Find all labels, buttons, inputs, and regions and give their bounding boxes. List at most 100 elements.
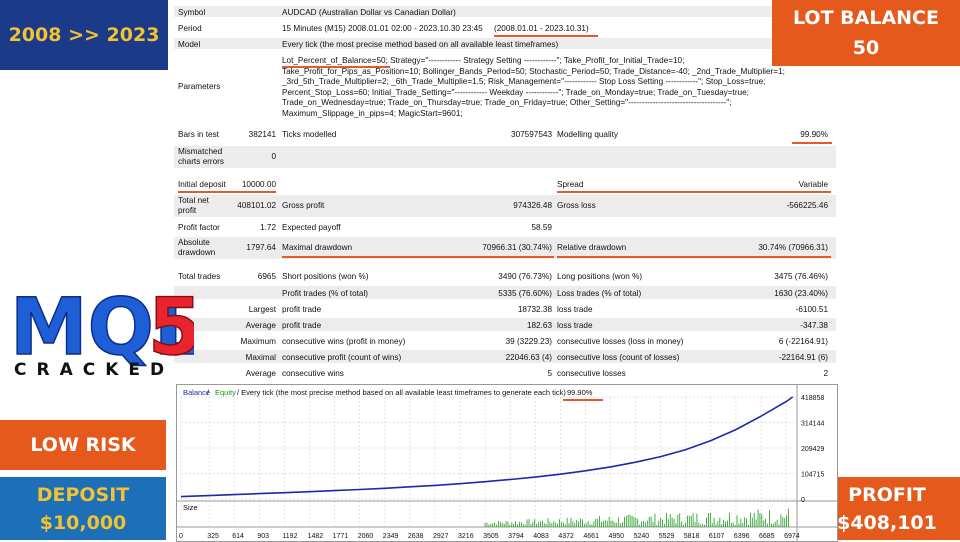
- size-bar: [707, 513, 709, 527]
- size-bar: [494, 522, 496, 527]
- max-consec-profit-label: consecutive profit (count of wins): [282, 353, 402, 362]
- x-tick-label: 6685: [759, 533, 775, 540]
- maximum-label: Maximum: [240, 337, 276, 346]
- size-bar: [623, 517, 625, 527]
- size-bar: [753, 512, 755, 527]
- size-bar: [625, 515, 627, 527]
- size-bar: [694, 521, 696, 527]
- size-bar: [677, 514, 679, 527]
- mismatched-value: 0: [271, 152, 276, 161]
- size-bar: [519, 521, 520, 527]
- size-bar: [538, 522, 539, 527]
- size-bar: [721, 524, 723, 527]
- cracked-label: CRACKED: [14, 360, 175, 380]
- period-label: Period: [178, 24, 202, 33]
- size-bar: [543, 523, 545, 527]
- size-bar: [499, 522, 501, 527]
- size-bar: [637, 518, 639, 527]
- spread-value: Variable: [798, 180, 828, 189]
- average-label-2: Average: [245, 369, 276, 378]
- size-bar: [583, 523, 585, 527]
- model-label: Model: [178, 40, 201, 49]
- gross-profit-value: 974326.48: [513, 201, 552, 210]
- size-bar: [698, 522, 700, 527]
- total-net-profit-label: Total net profit: [178, 196, 209, 215]
- size-bar: [593, 521, 595, 527]
- low-risk-text: LOW RISK: [30, 434, 136, 456]
- profit-amount: $408,101: [837, 511, 937, 534]
- param-line: Trade_on_Wednesday=true; Trade_on_Thursd…: [282, 98, 732, 107]
- y-tick-label: 314144: [801, 420, 824, 427]
- size-bar: [618, 517, 620, 527]
- x-tick-label: 903: [257, 533, 269, 540]
- size-bar: [509, 524, 511, 527]
- size-bar: [604, 520, 606, 527]
- size-bar: [492, 523, 494, 527]
- size-bar: [507, 521, 509, 527]
- parameters-block: Lot_Percent_of_Balance=50; Strategy="---…: [282, 56, 832, 119]
- max-consec-profit-value: 22046.63 (4): [505, 353, 552, 362]
- maximal-label: Maximal: [245, 353, 276, 362]
- x-tick-label: 3505: [483, 533, 499, 540]
- size-bar: [763, 520, 765, 527]
- size-bar: [520, 522, 522, 527]
- size-bar: [614, 522, 616, 527]
- size-bar: [561, 522, 562, 527]
- max-consec-loss-value: -22164.91 (6): [778, 353, 828, 362]
- size-bar: [488, 524, 490, 527]
- size-bar: [746, 518, 747, 527]
- balance-chart-svg: Balance / Equity / Every tick (the most …: [177, 385, 837, 541]
- size-bar: [769, 509, 770, 527]
- parameters-label: Parameters: [178, 82, 221, 91]
- size-bar: [612, 520, 614, 527]
- size-bar: [717, 520, 719, 527]
- size-bar: [570, 517, 572, 527]
- average-loss-label: loss trade: [557, 321, 593, 330]
- max-consec-wins-value: 39 (3229.23): [505, 337, 552, 346]
- lot-balance-badge: LOT BALANCE 50: [772, 0, 960, 66]
- size-bar: [639, 524, 641, 527]
- size-bar: [736, 515, 738, 527]
- x-tick-label: 2638: [408, 533, 424, 540]
- size-bar: [578, 521, 579, 527]
- quality-label: Modelling quality: [557, 130, 618, 139]
- size-bar: [686, 515, 688, 527]
- size-bar: [484, 523, 486, 527]
- size-bar: [503, 523, 505, 527]
- size-label: Size: [183, 503, 198, 512]
- total-trades-label: Total trades: [178, 272, 221, 281]
- size-bar: [555, 522, 557, 527]
- x-tick-label: 0: [179, 533, 183, 540]
- size-bar: [530, 524, 532, 527]
- size-bar: [778, 524, 780, 527]
- profit-badge: PROFIT $408,101: [814, 477, 960, 540]
- gross-loss-value: -566225.46: [786, 201, 828, 210]
- deposit-label: Initial deposit: [178, 180, 226, 189]
- size-bar: [759, 513, 761, 527]
- size-bar: [610, 520, 612, 527]
- size-bar: [517, 524, 518, 527]
- largest-loss-label: loss trade: [557, 305, 593, 314]
- size-bar: [557, 523, 558, 527]
- short-positions-label: Short positions (won %): [282, 272, 369, 281]
- average-profit-label: profit trade: [282, 321, 322, 330]
- legend-sep: /: [207, 388, 210, 397]
- size-bar: [505, 521, 507, 527]
- param-line: Lot_Percent_of_Balance=50; Strategy="---…: [282, 56, 685, 65]
- profit-trades-label: Profit trades (% of total): [282, 289, 369, 298]
- size-bar: [513, 523, 515, 527]
- size-bar: [786, 515, 788, 527]
- size-bar: [534, 518, 536, 527]
- size-bar: [738, 523, 740, 527]
- avg-consec-losses-value: 2: [823, 369, 828, 378]
- size-bar: [549, 521, 551, 527]
- size-bar: [627, 514, 629, 527]
- size-bar: [709, 512, 711, 527]
- largest-loss-value: -6100.51: [795, 305, 828, 314]
- size-bar: [734, 524, 736, 527]
- size-bar: [690, 516, 692, 527]
- mismatched-label: Mismatched charts errors: [178, 147, 224, 166]
- long-positions-value: 3475 (76.46%): [774, 272, 828, 281]
- x-tick-label: 6396: [734, 533, 750, 540]
- size-bar: [587, 521, 589, 527]
